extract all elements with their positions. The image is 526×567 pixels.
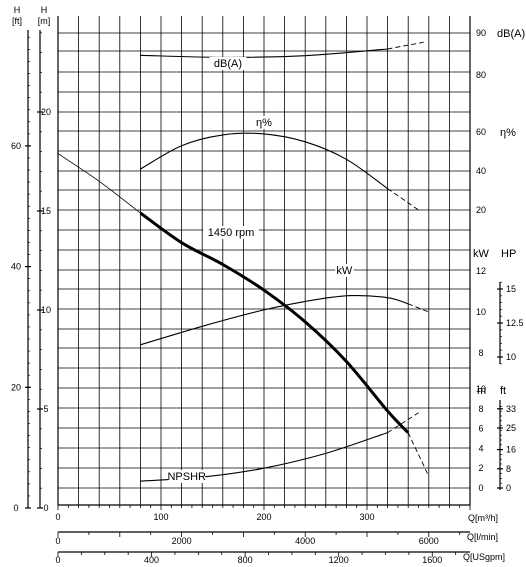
right-axis-eta-tick: 60 (476, 127, 486, 137)
right-axis-ft-tick-label: 16 (506, 445, 516, 455)
left-axis-ft-tick-label: 40 (11, 262, 21, 272)
left-axis-m-tick-label: 0 (43, 503, 48, 513)
efficiency-curve-label: η% (256, 117, 272, 129)
x-axis-usgpm-tick: 1200 (329, 555, 349, 565)
head-curve-label-bg (203, 226, 259, 239)
left-axis-m-unit-bottom: [m] (38, 16, 51, 26)
right-axis-hp-tick-label: 12.5 (506, 318, 524, 328)
left-axis-m-tick-label: 5 (43, 404, 48, 414)
head-curve-extension (407, 432, 430, 477)
head-curve-label: 1450 rpm (208, 227, 254, 239)
x-axis-m3h-tick: 200 (256, 512, 271, 522)
right-axis-m-tick: 10 (476, 384, 486, 394)
x-axis-lmin-tick: 4000 (295, 536, 315, 546)
right-axis-kw-tick: 12 (476, 266, 486, 276)
right-axis-hp-tick-label: 15 (506, 284, 516, 294)
left-axis-ft-tick-label: 20 (11, 382, 21, 392)
right-axis-ft-unit: ft (500, 385, 506, 397)
npshr-curve-label-bg (168, 470, 206, 483)
left-axis-ft-unit-bottom: [ft] (12, 16, 22, 26)
noise-curve (140, 48, 388, 58)
power-curve (140, 294, 409, 346)
power-curve-label: kW (336, 265, 353, 277)
efficiency-curve-extension (387, 188, 419, 211)
right-axis-m-tick: 6 (478, 424, 483, 434)
power-curve-extension (408, 303, 429, 313)
x-axis-m3h-tick: 0 (55, 512, 60, 522)
right-axis-db-tick: 80 (476, 70, 486, 80)
right-axis-m-tick: 0 (478, 483, 483, 493)
left-axis-ft-unit-top: H (14, 5, 21, 15)
x-axis-usgpm-tick: 1600 (422, 555, 442, 565)
right-axis-db-unit: dB(A) (497, 28, 525, 40)
noise-curve-label: dB(A) (214, 58, 242, 70)
right-axis-kw-tick: 10 (476, 307, 486, 317)
right-axis-hp-tick-label: 10 (506, 352, 516, 362)
left-axis-m-tick-label: 15 (41, 206, 51, 216)
right-axis-eta-tick: 40 (476, 166, 486, 176)
x-axis-lmin-tick: 2000 (172, 536, 192, 546)
efficiency-curve-label-bg (254, 116, 274, 129)
left-axis-ft-tick-label: 0 (13, 503, 18, 513)
head-curve-thin-segment (57, 153, 141, 214)
right-axis-ft-tick-label: 25 (506, 423, 516, 433)
right-axis-m-tick: 4 (478, 443, 483, 453)
right-axis-m-unit: m (477, 385, 486, 397)
left-axis-m-tick-label: 20 (41, 107, 51, 117)
x-axis-lmin-tick: 6000 (419, 536, 439, 546)
right-axis-kw-unit: kW (473, 248, 490, 260)
efficiency-curve (140, 132, 388, 190)
left-axis-m-unit-top: H (41, 5, 48, 15)
right-axis-ft-tick-label: 8 (506, 464, 511, 474)
x-axis-m3h-tick: 100 (153, 512, 168, 522)
right-axis-eta-tick: 20 (476, 205, 486, 215)
right-axis-m-tick: 8 (478, 404, 483, 414)
x-axis-usgpm-tick: 0 (55, 555, 60, 565)
head-curve (139, 211, 410, 434)
x-axis-lmin-unit: Q[l/min] (467, 532, 498, 542)
power-curve-label-bg (335, 264, 354, 277)
right-axis-hp-unit: HP (501, 248, 516, 260)
x-axis-lmin-tick: 0 (55, 536, 60, 546)
x-axis-usgpm-tick: 800 (238, 555, 253, 565)
right-axis-m-tick: 2 (478, 463, 483, 473)
left-axis-ft-tick-label: 60 (11, 141, 21, 151)
right-axis-eta-unit: η% (500, 127, 516, 139)
npshr-curve-extension (387, 412, 419, 433)
x-axis-usgpm-unit: Q[USgpm] (463, 552, 505, 562)
right-axis-kw-tick: 8 (478, 348, 483, 358)
x-axis-usgpm-tick: 400 (144, 555, 159, 565)
right-axis-db-tick: 90 (476, 28, 486, 38)
right-axis-ft-tick-label: 0 (506, 483, 511, 493)
right-axis-ft-tick-label: 33 (506, 404, 516, 414)
npshr-curve-label: NPSHR (167, 471, 206, 483)
x-axis-m3h-tick: 300 (359, 512, 374, 522)
x-axis-m3h-unit: Q[m³/h] (468, 513, 498, 523)
noise-curve-extension (387, 41, 424, 50)
left-axis-m-tick-label: 10 (41, 305, 51, 315)
noise-curve-label-bg (209, 57, 247, 70)
